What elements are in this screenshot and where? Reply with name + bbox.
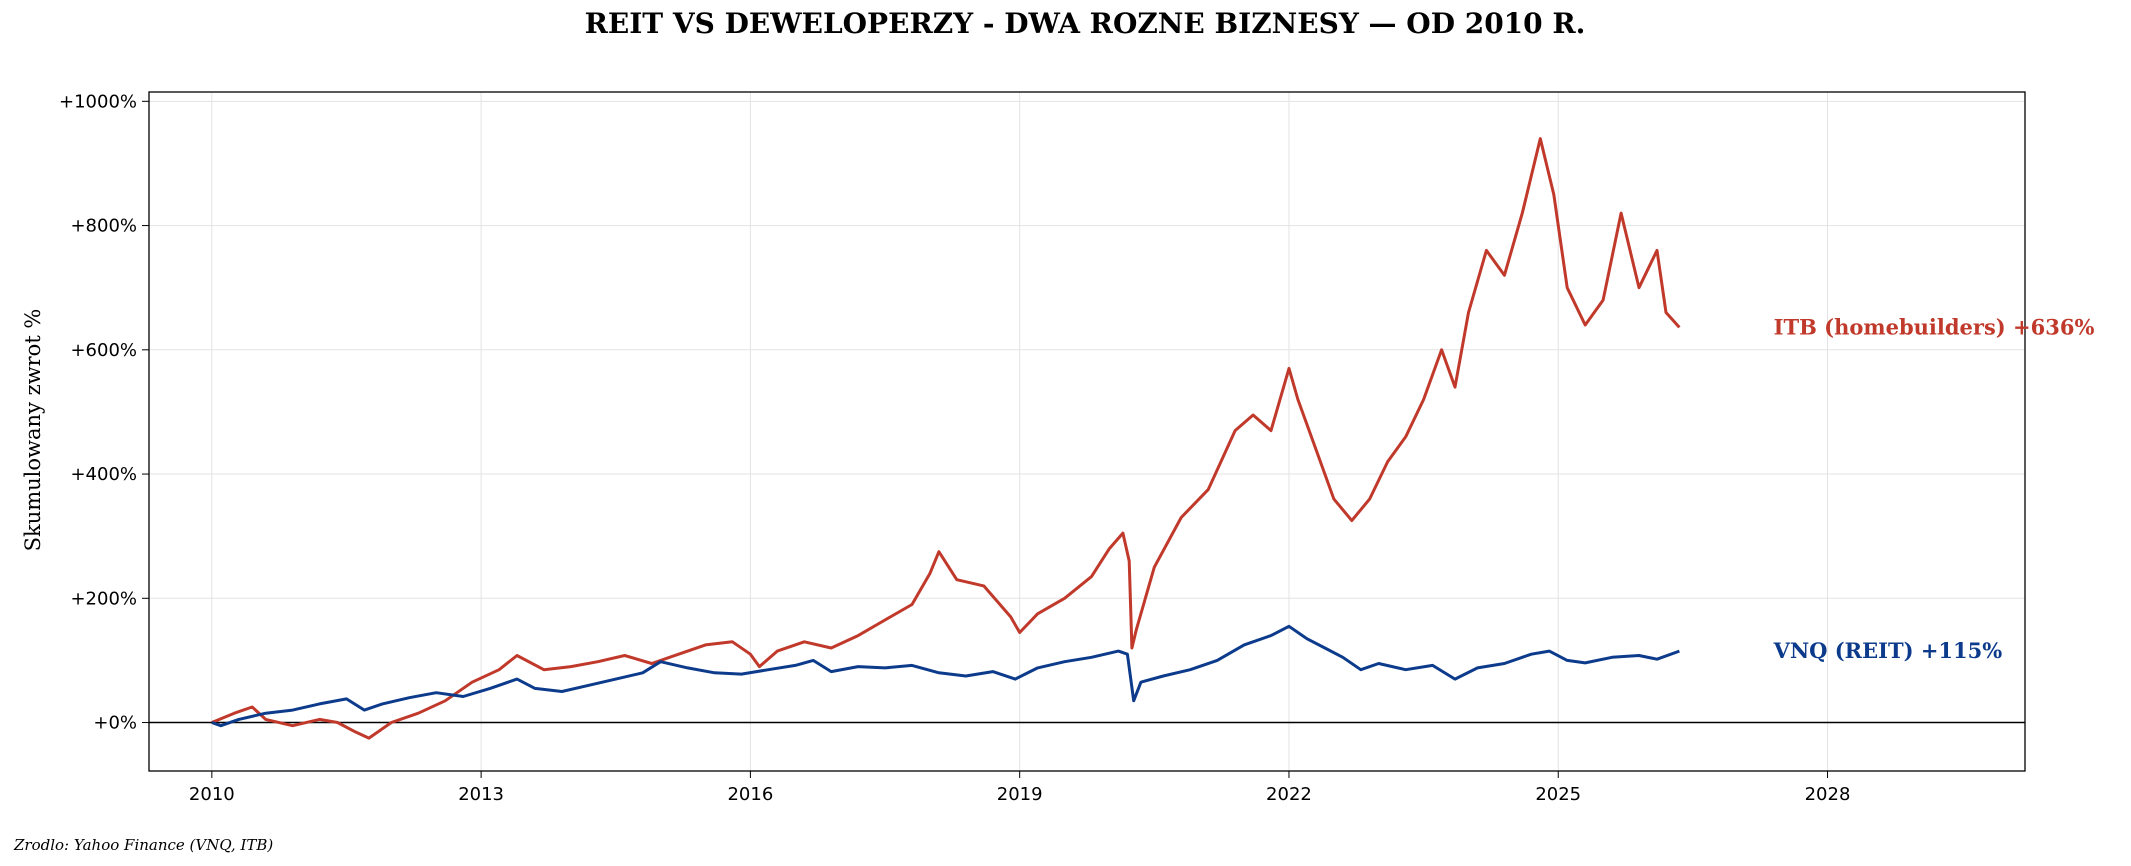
series-line-itb (211, 137, 1681, 740)
y-tick-label: +400% (70, 464, 137, 485)
x-tick-label: 2028 (1805, 784, 1851, 805)
end-label-itb: ITB (homebuilders) +636% (1774, 314, 2095, 339)
y-tick-label: +1000% (59, 91, 137, 112)
x-tick-label: 2022 (1266, 784, 1312, 805)
end-labels: ITB (homebuilders) +636% VNQ (REIT) +115% (1773, 314, 2095, 663)
x-tick-label: 2013 (458, 784, 504, 805)
y-axis-label: Skumulowany zwrot % (21, 309, 45, 552)
axes: 2010 2013 2016 2019 2022 2025 2028 +0% +200% +400… (59, 91, 2026, 805)
plot-frame (148, 91, 2026, 772)
x-tick-label: 2016 (727, 784, 773, 805)
series-layer (211, 137, 1681, 740)
source-note: Zrodlo: Yahoo Finance (VNQ, ITB) (13, 836, 273, 854)
x-tick-label: 2010 (189, 784, 235, 805)
y-tick-label: +0% (93, 713, 137, 734)
series-line-vnq (211, 624, 1680, 728)
end-label-vnq: VNQ (REIT) +115% (1773, 638, 2003, 663)
y-tick-label: +200% (70, 588, 137, 609)
x-tick-label: 2019 (997, 784, 1043, 805)
chart-title: REIT VS DEWELOPERZY - DWA ROZNE BIZNESY … (585, 7, 1586, 40)
y-tick-label: +600% (70, 340, 137, 361)
grid (149, 92, 2025, 771)
y-tick-label: +800% (70, 216, 137, 237)
x-tick-label: 2025 (1535, 784, 1581, 805)
